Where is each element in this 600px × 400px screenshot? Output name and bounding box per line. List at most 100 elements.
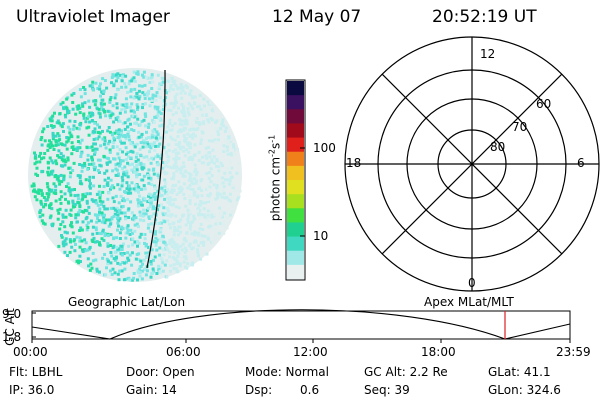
aurora-pixel	[199, 241, 203, 245]
aurora-pixel	[198, 174, 202, 178]
aurora-pixel	[71, 101, 75, 104]
aurora-pixel	[61, 215, 65, 219]
aurora-pixel	[58, 207, 62, 211]
aurora-pixel	[129, 142, 133, 146]
aurora-pixel	[167, 143, 171, 147]
color-bar-band	[287, 264, 304, 280]
aurora-pixel	[66, 111, 69, 115]
aurora-pixel	[123, 103, 127, 107]
aurora-pixel	[140, 187, 144, 191]
aurora-pixel	[131, 162, 134, 166]
aurora-pixel	[145, 93, 149, 97]
aurora-pixel	[103, 234, 107, 238]
aurora-pixel	[222, 144, 226, 148]
aurora-pixel	[183, 237, 187, 241]
aurora-pixel	[138, 123, 142, 127]
aurora-pixel	[87, 125, 91, 129]
aurora-pixel	[68, 238, 72, 242]
aurora-pixel	[150, 203, 154, 207]
aurora-pixel	[144, 244, 148, 248]
aurora-pixel	[191, 261, 195, 265]
aurora-pixel	[56, 119, 60, 123]
aurora-pixel	[135, 175, 139, 179]
aurora-pixel	[159, 228, 163, 232]
aurora-pixel	[38, 211, 42, 215]
aurora-pixel	[183, 250, 187, 254]
aurora-pixel	[34, 190, 38, 194]
aurora-pixel	[143, 237, 147, 241]
aurora-pixel	[174, 158, 178, 162]
aurora-pixel	[223, 218, 227, 222]
aurora-pixel	[43, 152, 47, 155]
aurora-pixel	[182, 110, 186, 114]
aurora-pixel	[206, 100, 210, 104]
aurora-pixel	[231, 204, 235, 208]
aurora-pixel	[74, 213, 78, 217]
aurora-pixel	[101, 228, 105, 232]
aurora-pixel	[146, 251, 150, 255]
aurora-pixel	[191, 220, 195, 224]
aurora-pixel	[212, 155, 216, 159]
aurora-pixel	[119, 248, 123, 251]
aurora-pixel	[115, 102, 119, 106]
aurora-pixel	[83, 101, 87, 105]
aurora-pixel	[147, 192, 151, 196]
aurora-pixel	[116, 228, 119, 232]
aurora-pixel	[199, 213, 203, 217]
aurora-pixel	[127, 188, 131, 192]
aurora-pixel	[38, 154, 41, 158]
aurora-pixel	[200, 113, 204, 117]
aurora-pixel	[121, 159, 125, 163]
aurora-pixel	[193, 163, 197, 167]
aurora-pixel	[126, 256, 130, 260]
aurora-pixel	[59, 142, 63, 146]
aurora-pixel	[210, 158, 214, 162]
aurora-pixel	[215, 236, 219, 240]
aurora-pixel	[64, 197, 67, 201]
aurora-pixel	[144, 114, 148, 118]
aurora-pixel	[171, 222, 175, 226]
aurora-pixel	[124, 74, 128, 78]
color-bar-band	[287, 81, 304, 96]
unit-mid: s	[268, 142, 283, 149]
aurora-pixel	[155, 130, 159, 134]
aurora-pixel	[57, 121, 61, 125]
timeline-caption-right: Apex MLat/MLT	[424, 295, 514, 309]
aurora-pixel	[174, 214, 178, 218]
aurora-pixel	[191, 188, 195, 192]
aurora-pixel	[121, 197, 125, 201]
aurora-pixel	[206, 209, 210, 213]
aurora-pixel	[220, 122, 224, 126]
aurora-pixel	[148, 150, 152, 154]
aurora-pixel	[127, 130, 131, 134]
aurora-pixel	[157, 116, 161, 120]
aurora-pixel	[132, 76, 136, 80]
aurora-pixel	[139, 259, 143, 263]
aurora-pixel	[187, 244, 191, 248]
time-tick-1200: 12:00	[293, 345, 328, 359]
aurora-pixel	[76, 213, 80, 217]
aurora-pixel	[154, 243, 158, 247]
aurora-pixel	[64, 160, 68, 164]
aurora-pixel	[113, 131, 117, 135]
aurora-pixel	[147, 176, 151, 180]
aurora-pixel	[54, 188, 58, 192]
aurora-pixel	[117, 201, 121, 205]
aurora-pixel	[129, 191, 133, 195]
aurora-pixel	[114, 173, 118, 177]
aurora-pixel	[90, 83, 94, 87]
aurora-pixel	[136, 278, 139, 282]
aurora-pixel	[138, 95, 142, 99]
aurora-pixel	[156, 73, 160, 77]
color-bar-band	[287, 236, 304, 252]
aurora-pixel	[118, 237, 122, 240]
aurora-pixel	[182, 165, 186, 168]
aurora-pixel	[133, 229, 137, 233]
aurora-pixel	[199, 107, 203, 111]
aurora-pixel	[104, 273, 108, 277]
aurora-pixel	[174, 148, 178, 152]
aurora-pixel	[51, 131, 55, 135]
aurora-pixel	[83, 92, 87, 96]
aurora-pixel	[224, 178, 228, 182]
aurora-pixel	[173, 122, 177, 125]
